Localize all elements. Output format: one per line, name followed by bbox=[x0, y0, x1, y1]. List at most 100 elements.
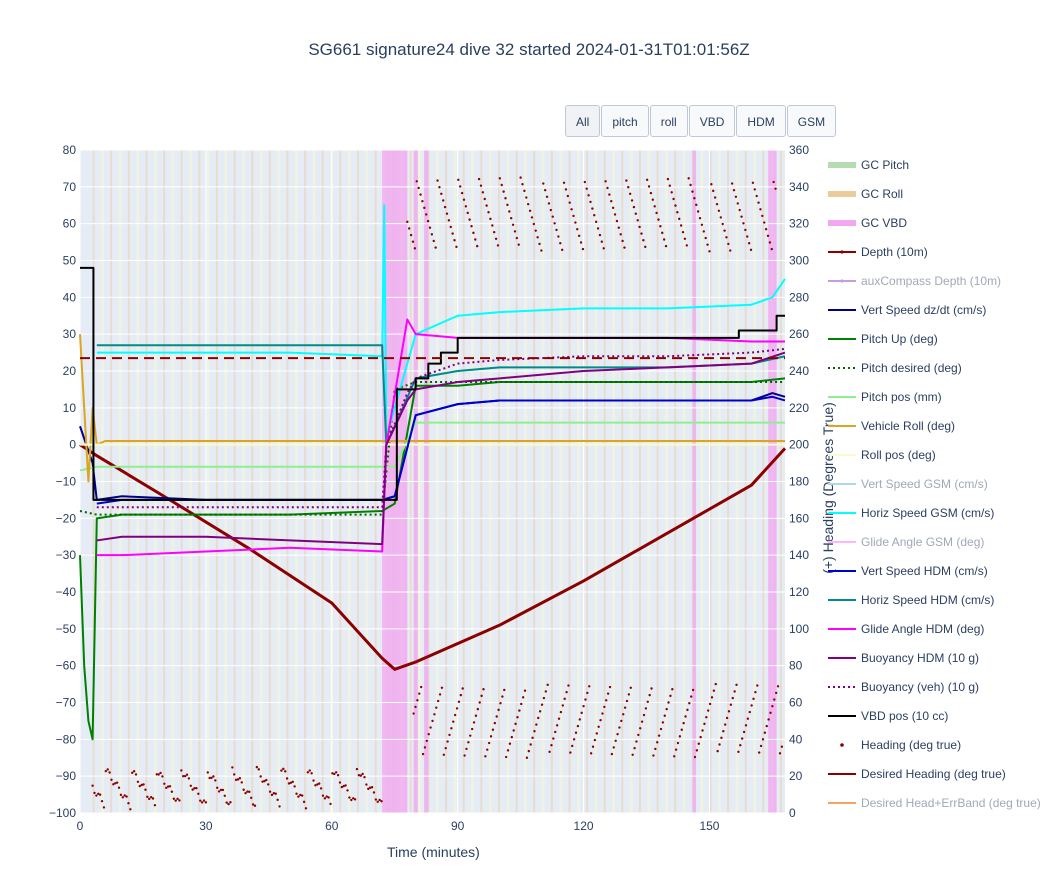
heading-marker bbox=[452, 720, 455, 723]
heading-marker bbox=[293, 785, 296, 788]
heading-marker bbox=[547, 202, 551, 205]
heading-marker bbox=[593, 738, 597, 742]
heading-marker bbox=[542, 696, 546, 700]
gsm-button[interactable]: GSM bbox=[786, 105, 837, 137]
legend-item[interactable]: Horiz Speed GSM (cm/s) bbox=[826, 498, 1056, 527]
series-vehicle-roll-deg bbox=[79, 334, 785, 483]
legend-item[interactable]: Buoyancy HDM (10 g) bbox=[826, 643, 1056, 672]
legend-swatch bbox=[828, 801, 856, 804]
heading-marker bbox=[710, 696, 714, 699]
heading-marker bbox=[493, 721, 497, 725]
heading-marker bbox=[380, 800, 383, 803]
y-tick-label: −100 bbox=[49, 806, 76, 820]
heading-marker bbox=[304, 807, 308, 810]
heading-marker bbox=[693, 197, 696, 200]
heading-marker bbox=[574, 731, 578, 734]
heading-marker bbox=[769, 711, 772, 715]
heading-marker bbox=[630, 199, 634, 202]
y-tick-label: −50 bbox=[56, 622, 77, 636]
legend-item[interactable]: Roll pos (deg) bbox=[826, 440, 1056, 469]
legend-item[interactable]: Pitch desired (deg) bbox=[826, 353, 1056, 382]
heading-marker bbox=[654, 747, 657, 751]
heading-marker bbox=[417, 186, 420, 190]
heading-marker bbox=[153, 804, 157, 807]
heading-marker bbox=[140, 783, 143, 787]
heading-marker bbox=[163, 782, 166, 786]
heading-marker bbox=[117, 786, 121, 789]
heading-marker bbox=[112, 783, 115, 786]
heading-marker bbox=[538, 242, 541, 246]
heading-marker bbox=[545, 195, 549, 198]
heading-marker bbox=[732, 188, 736, 192]
heading-marker bbox=[582, 704, 585, 708]
heading-marker bbox=[469, 734, 472, 737]
heading-marker bbox=[476, 707, 480, 711]
heading-marker bbox=[535, 723, 538, 726]
heading-marker bbox=[411, 240, 415, 243]
y2-tick-label: 280 bbox=[789, 290, 809, 304]
y2-tick-label: 160 bbox=[789, 511, 809, 525]
heading-marker bbox=[149, 795, 153, 799]
heading-marker bbox=[104, 769, 108, 773]
heading-marker bbox=[240, 781, 243, 784]
heading-marker bbox=[723, 229, 726, 232]
legend-item[interactable]: Depth (10m) bbox=[826, 237, 1056, 266]
legend-item[interactable]: Buoyancy (veh) (10 g) bbox=[826, 672, 1056, 701]
heading-marker bbox=[562, 181, 566, 184]
heading-marker bbox=[577, 234, 581, 238]
heading-marker bbox=[525, 756, 529, 759]
all-button[interactable]: All bbox=[565, 105, 601, 137]
heading-marker bbox=[144, 788, 147, 791]
heading-marker bbox=[348, 796, 351, 799]
heading-marker bbox=[725, 236, 728, 239]
heading-marker bbox=[730, 182, 734, 185]
heading-marker bbox=[138, 784, 141, 788]
legend-item[interactable]: Vert Speed dz/dt (cm/s) bbox=[826, 295, 1056, 324]
vbd-button[interactable]: VBD bbox=[688, 105, 736, 137]
heading-marker bbox=[528, 209, 532, 212]
roll-button[interactable]: roll bbox=[649, 105, 688, 137]
heading-marker bbox=[233, 773, 236, 776]
heading-marker bbox=[336, 774, 340, 777]
heading-marker bbox=[409, 233, 413, 237]
heading-marker bbox=[285, 777, 289, 780]
legend-item[interactable]: Glide Angle GSM (deg) bbox=[826, 527, 1056, 556]
heading-marker bbox=[780, 745, 784, 748]
legend-item[interactable]: Desired Heading (deg true) bbox=[826, 759, 1056, 788]
heading-marker bbox=[690, 695, 693, 698]
legend-item[interactable]: GC Roll bbox=[826, 179, 1056, 208]
heading-marker bbox=[367, 787, 370, 791]
legend-item[interactable]: GC VBD bbox=[826, 208, 1056, 237]
legend-swatch bbox=[828, 482, 856, 485]
heading-marker bbox=[97, 792, 100, 795]
heading-marker bbox=[168, 785, 172, 788]
heading-marker bbox=[359, 774, 362, 777]
legend-item[interactable]: Glide Angle HDM (deg) bbox=[826, 614, 1056, 643]
legend-item[interactable]: Vert Speed GSM (cm/s) bbox=[826, 469, 1056, 498]
legend-item[interactable]: Vert Speed HDM (cm/s) bbox=[826, 556, 1056, 585]
pitch-button[interactable]: pitch bbox=[601, 105, 649, 137]
heading-marker bbox=[729, 703, 733, 706]
legend-item[interactable]: Heading (deg true) bbox=[826, 730, 1056, 759]
heading-marker bbox=[421, 199, 424, 203]
heading-marker bbox=[617, 226, 621, 229]
legend-item[interactable]: Pitch pos (mm) bbox=[826, 382, 1056, 411]
heading-marker bbox=[321, 794, 325, 797]
heading-marker bbox=[421, 752, 425, 756]
legend-item[interactable]: GC Pitch bbox=[826, 150, 1056, 179]
heading-marker bbox=[429, 726, 432, 729]
legend-item[interactable]: Vehicle Roll (deg) bbox=[826, 411, 1056, 440]
legend-item[interactable]: auxCompass Depth (10m) bbox=[826, 266, 1056, 295]
heading-marker bbox=[496, 244, 500, 247]
legend-label: Desired Heading (deg true) bbox=[861, 766, 1006, 781]
legend-item[interactable]: Horiz Speed HDM (cm/s) bbox=[826, 585, 1056, 614]
legend-item[interactable]: Desired Head+ErrBand (deg true) bbox=[826, 788, 1056, 817]
hdm-button[interactable]: HDM bbox=[736, 105, 786, 137]
heading-marker bbox=[378, 798, 381, 802]
heading-marker bbox=[746, 717, 750, 720]
heading-marker bbox=[432, 239, 435, 243]
heading-marker bbox=[506, 203, 509, 207]
legend-item[interactable]: Pitch Up (deg) bbox=[826, 324, 1056, 353]
legend-item[interactable]: VBD pos (10 cc) bbox=[826, 701, 1056, 730]
heading-marker bbox=[442, 753, 446, 757]
